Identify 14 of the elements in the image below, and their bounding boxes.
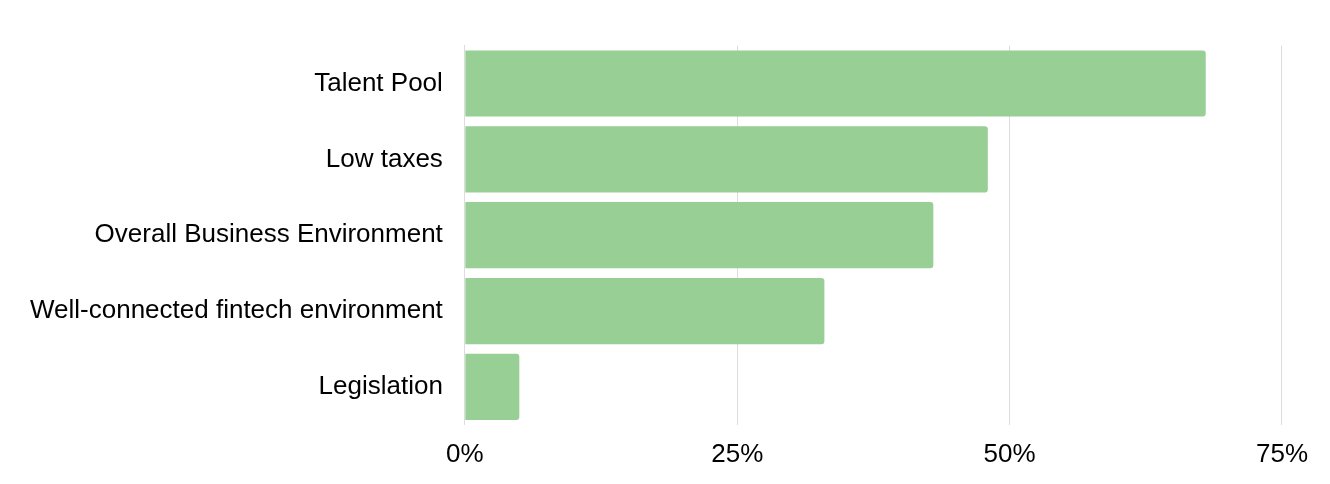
bar: [465, 277, 825, 345]
bar: [465, 353, 520, 420]
x-tick-label: 0%: [446, 437, 484, 468]
x-tick-label: 25%: [711, 437, 764, 468]
bar: [465, 126, 988, 193]
x-tick-label: 50%: [983, 437, 1036, 468]
bar: [465, 50, 1206, 117]
y-tick-label: Talent Pool: [314, 66, 443, 97]
x-tick-label: 75%: [1255, 437, 1308, 468]
y-tick-label: Low taxes: [325, 142, 443, 173]
y-tick-label: Legislation: [318, 370, 443, 401]
bar: [465, 202, 934, 269]
y-tick-label: Well-connected fintech environment: [29, 294, 444, 325]
y-tick-label: Overall Business Environment: [94, 218, 444, 249]
